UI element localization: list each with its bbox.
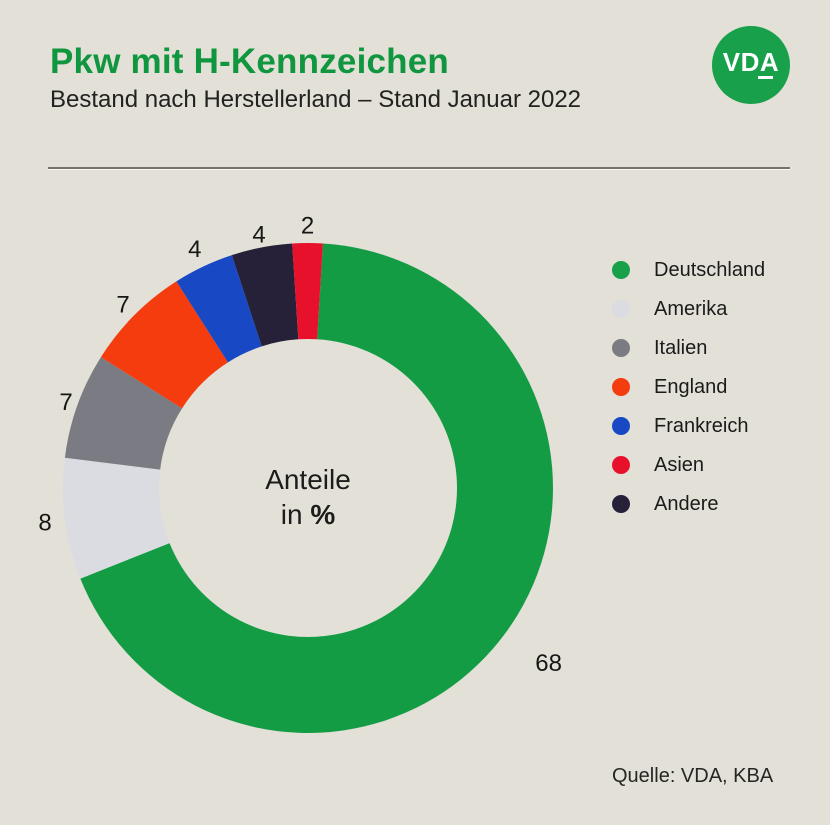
slice-value-label-deutschland: 68 <box>535 650 562 677</box>
legend-item-label: Andere <box>654 492 719 515</box>
legend-color-dot <box>612 456 630 474</box>
slice-value-label-italien: 7 <box>59 389 72 416</box>
legend-item-label: Italien <box>654 336 708 359</box>
slice-value-label-andere: 4 <box>252 221 265 248</box>
center-label-unit: % <box>310 499 336 530</box>
legend-color-dot <box>612 300 630 318</box>
legend-color-dot <box>612 378 630 396</box>
legend-item-frankreich: Frankreich <box>612 414 765 438</box>
center-label-line2: in % <box>265 497 351 532</box>
legend-item-italien: Italien <box>612 336 765 360</box>
center-label-word: in <box>280 499 303 530</box>
slice-value-label-amerika: 8 <box>38 509 51 536</box>
chart-legend: Deutschland Amerika Italien England Frankrei… <box>612 258 765 531</box>
page-subtitle: Bestand nach Herstellerland – Stand Janu… <box>50 86 582 113</box>
header-divider <box>48 167 790 170</box>
vda-logo-text: VDA <box>722 46 780 77</box>
donut-slice-deutschland <box>80 243 553 734</box>
legend-item-andere: Andere <box>612 492 765 516</box>
donut-slice-asien <box>292 243 323 340</box>
legend-color-dot <box>612 495 630 513</box>
legend-item-amerika: Amerika <box>612 297 765 321</box>
donut-slice-frankreich <box>176 255 262 363</box>
vda-logo: VDA <box>712 26 790 104</box>
vda-logo-underline-mark <box>758 76 773 79</box>
legend-item-deutschland: Deutschland <box>612 258 765 282</box>
donut-slice-england <box>100 281 228 409</box>
legend-item-label: Frankreich <box>654 414 749 437</box>
legend-item-label: Asien <box>654 453 705 476</box>
chart-center-label: Anteile in % <box>265 462 351 532</box>
slice-value-label-frankreich: 4 <box>188 236 201 263</box>
donut-slice-amerika <box>63 457 170 579</box>
source-note: Quelle: VDA, KBA <box>612 765 774 787</box>
donut-slice-andere <box>231 243 299 347</box>
page-title: Pkw mit H-Kennzeichen <box>50 42 449 81</box>
legend-item-label: Deutschland <box>654 258 766 281</box>
legend-color-dot <box>612 261 630 279</box>
legend-item-label: Amerika <box>654 297 728 320</box>
legend-color-dot <box>612 417 630 435</box>
center-label-line1: Anteile <box>265 464 351 495</box>
legend-item-asien: Asien <box>612 453 765 477</box>
legend-item-england: England <box>612 375 765 399</box>
slice-value-label-asien: 2 <box>301 213 314 240</box>
legend-color-dot <box>612 339 630 357</box>
donut-slice-italien <box>64 357 183 470</box>
legend-item-label: England <box>654 375 728 398</box>
slice-value-label-england: 7 <box>116 291 129 318</box>
